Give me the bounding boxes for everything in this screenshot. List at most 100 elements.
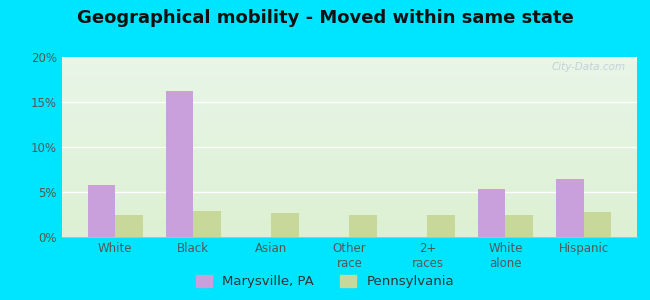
- Bar: [62, 233, 637, 235]
- Bar: [62, 142, 637, 143]
- Bar: [62, 118, 637, 120]
- Bar: [62, 140, 637, 142]
- Bar: [62, 98, 637, 100]
- Bar: [62, 154, 637, 156]
- Bar: [62, 156, 637, 158]
- Bar: [62, 129, 637, 131]
- Bar: [506, 214, 533, 237]
- Bar: [62, 91, 637, 93]
- Bar: [62, 106, 637, 107]
- Bar: [62, 170, 637, 172]
- Bar: [62, 223, 637, 224]
- Bar: [62, 113, 637, 115]
- Bar: [62, 133, 637, 134]
- Bar: [62, 203, 637, 205]
- Bar: [62, 214, 637, 215]
- Bar: [62, 158, 637, 160]
- Bar: [62, 230, 637, 232]
- Bar: [62, 219, 637, 221]
- Bar: [62, 104, 637, 106]
- Bar: [62, 206, 637, 208]
- Bar: [62, 122, 637, 124]
- Bar: [62, 143, 637, 145]
- Bar: [62, 80, 637, 82]
- Bar: [62, 190, 637, 192]
- Bar: [62, 167, 637, 169]
- Bar: [584, 212, 611, 237]
- Bar: [62, 136, 637, 138]
- Bar: [62, 93, 637, 95]
- Bar: [62, 163, 637, 165]
- Bar: [62, 57, 637, 59]
- Bar: [62, 165, 637, 167]
- Bar: [62, 178, 637, 179]
- Bar: [62, 176, 637, 178]
- Bar: [62, 116, 637, 118]
- Bar: [62, 115, 637, 116]
- Bar: [62, 109, 637, 111]
- Bar: [62, 185, 637, 187]
- Bar: [62, 84, 637, 86]
- Bar: [62, 73, 637, 75]
- Bar: [62, 199, 637, 201]
- Bar: [62, 134, 637, 136]
- Bar: [62, 77, 637, 79]
- Text: Geographical mobility - Moved within same state: Geographical mobility - Moved within sam…: [77, 9, 573, 27]
- Bar: [62, 226, 637, 228]
- Bar: [62, 64, 637, 66]
- Bar: [62, 111, 637, 113]
- Bar: [62, 205, 637, 206]
- Bar: [428, 214, 455, 237]
- Bar: [62, 235, 637, 237]
- Bar: [62, 61, 637, 62]
- Bar: [62, 172, 637, 174]
- Bar: [62, 169, 637, 170]
- Bar: [556, 179, 584, 237]
- Bar: [62, 79, 637, 80]
- Bar: [62, 210, 637, 212]
- Text: City-Data.com: City-Data.com: [551, 62, 625, 72]
- Bar: [62, 179, 637, 181]
- Bar: [62, 183, 637, 185]
- Bar: [62, 187, 637, 188]
- Bar: [62, 152, 637, 154]
- Bar: [115, 215, 142, 237]
- Bar: [62, 95, 637, 97]
- Bar: [62, 89, 637, 91]
- Bar: [350, 215, 377, 237]
- Bar: [62, 88, 637, 89]
- Bar: [62, 192, 637, 194]
- Bar: [62, 82, 637, 84]
- Bar: [166, 91, 193, 237]
- Bar: [62, 232, 637, 233]
- Bar: [62, 224, 637, 226]
- Bar: [62, 127, 637, 129]
- Bar: [62, 160, 637, 161]
- Bar: [62, 149, 637, 151]
- Bar: [62, 71, 637, 73]
- Bar: [62, 124, 637, 125]
- Bar: [62, 201, 637, 203]
- Legend: Marysville, PA, Pennsylvania: Marysville, PA, Pennsylvania: [190, 269, 460, 293]
- Bar: [88, 185, 115, 237]
- Bar: [62, 215, 637, 217]
- Bar: [478, 189, 506, 237]
- Bar: [193, 211, 220, 237]
- Bar: [62, 145, 637, 147]
- Bar: [62, 120, 637, 122]
- Bar: [62, 138, 637, 140]
- Bar: [62, 196, 637, 197]
- Bar: [62, 107, 637, 109]
- Bar: [62, 97, 637, 98]
- Bar: [62, 147, 637, 149]
- Bar: [62, 75, 637, 77]
- Bar: [62, 188, 637, 190]
- Bar: [62, 62, 637, 64]
- Bar: [62, 174, 637, 176]
- Bar: [62, 151, 637, 152]
- Bar: [62, 208, 637, 210]
- Bar: [62, 131, 637, 133]
- Bar: [62, 125, 637, 127]
- Bar: [62, 221, 637, 223]
- Bar: [62, 197, 637, 199]
